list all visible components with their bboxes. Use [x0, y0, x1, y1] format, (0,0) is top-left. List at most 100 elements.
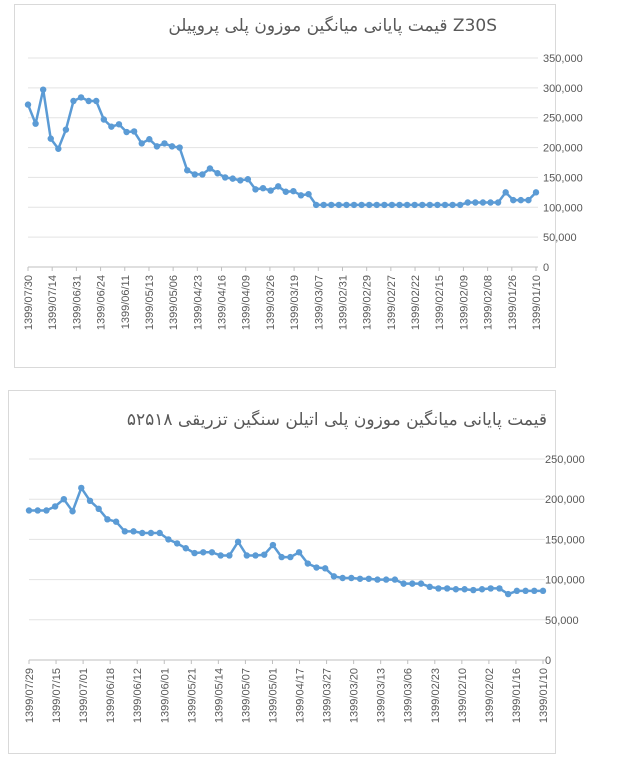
data-point — [328, 201, 335, 209]
data-point — [51, 503, 59, 510]
data-point — [77, 94, 85, 101]
x-tick-label: 1399/02/22 — [410, 275, 422, 330]
data-point — [214, 170, 221, 177]
data-point — [244, 176, 252, 183]
data-point — [221, 174, 229, 181]
data-point — [182, 545, 190, 552]
y-tick-label: 200,000 — [543, 143, 583, 155]
data-point — [449, 201, 456, 209]
x-tick-label: 1399/06/24 — [96, 275, 108, 330]
data-point — [343, 201, 350, 209]
x-tick-label: 1399/02/23 — [430, 668, 442, 723]
y-tick-label: 150,000 — [543, 172, 583, 184]
data-point — [426, 201, 434, 209]
y-tick-label: 100,000 — [543, 202, 583, 214]
data-point — [115, 121, 123, 128]
data-point — [487, 199, 494, 206]
x-tick-label: 1399/02/10 — [457, 668, 469, 723]
chart-title: قیمت پایانی میانگین موزون پلی پروپیلن Z3… — [168, 16, 497, 36]
data-point — [496, 585, 503, 592]
x-tick-label: 1399/04/23 — [192, 275, 204, 330]
data-point — [388, 201, 396, 209]
x-tick-label: 1399/05/01 — [267, 668, 279, 723]
data-point — [461, 586, 468, 593]
x-tick-label: 1399/06/11 — [120, 275, 132, 329]
y-tick-label: 350,000 — [543, 53, 583, 65]
x-tick-label: 1399/06/18 — [105, 668, 117, 723]
data-point — [226, 552, 233, 559]
x-tick-label: 1399/05/07 — [240, 668, 252, 723]
data-point — [517, 196, 525, 204]
data-point — [510, 196, 517, 204]
data-point — [153, 143, 161, 150]
data-point — [335, 201, 343, 209]
x-tick-label: 1399/06/01 — [159, 668, 171, 723]
data-point — [441, 201, 449, 209]
x-tick-label: 1399/05/21 — [186, 668, 198, 723]
data-point — [282, 188, 289, 195]
data-point — [93, 97, 100, 105]
data-point — [161, 140, 168, 147]
data-point — [85, 97, 92, 105]
data-point — [95, 505, 102, 513]
data-point — [356, 575, 364, 582]
data-point — [494, 199, 502, 206]
x-tick-label: 1399/01/16 — [511, 668, 523, 723]
x-tick-label: 1399/03/06 — [403, 668, 415, 723]
data-point — [24, 101, 32, 108]
data-point — [70, 97, 77, 105]
data-point — [100, 116, 108, 123]
data-point — [243, 552, 250, 559]
data-point — [259, 184, 267, 192]
data-point — [287, 553, 294, 561]
data-point — [269, 541, 277, 549]
data-point — [156, 529, 163, 537]
x-tick-label: 1399/07/15 — [51, 668, 63, 723]
x-tick-label: 1399/05/06 — [168, 275, 180, 330]
data-point — [358, 201, 365, 209]
data-point — [199, 171, 206, 178]
x-tick-label: 1399/04/09 — [241, 275, 253, 330]
data-point — [400, 580, 407, 587]
data-point — [206, 165, 214, 172]
data-point — [525, 196, 532, 204]
data-point — [426, 583, 433, 591]
data-point — [108, 123, 115, 130]
y-tick-label: 100,000 — [545, 575, 585, 587]
data-point — [470, 586, 477, 594]
x-tick-label: 1399/03/20 — [349, 668, 361, 723]
data-point — [297, 192, 305, 199]
x-tick-label: 1399/01/10 — [538, 668, 550, 723]
data-point — [350, 201, 358, 209]
data-point — [275, 183, 282, 190]
data-point — [322, 565, 329, 572]
data-point — [531, 587, 538, 595]
x-tick-label: 1399/03/13 — [376, 668, 388, 723]
x-tick-label: 1399/01/10 — [531, 275, 543, 330]
data-point — [396, 201, 403, 209]
line-chart-polypropylene: 0 50,000 100,000 150,000 200,000 250,000 300,0… — [23, 53, 583, 330]
y-tick-label: 0 — [545, 655, 551, 667]
data-point — [130, 528, 137, 535]
x-tick-label: 1399/06/31 — [71, 275, 83, 330]
data-point — [365, 575, 372, 582]
x-tick-label: 1399/05/14 — [213, 668, 225, 723]
data-point — [539, 587, 547, 595]
data-point — [419, 201, 426, 209]
x-tick-label: 1399/02/08 — [483, 275, 495, 330]
data-point — [234, 538, 242, 546]
data-point — [168, 143, 176, 150]
data-point — [147, 529, 155, 537]
x-tick-label: 1399/02/02 — [484, 668, 496, 723]
x-tick-label: 1399/03/27 — [322, 668, 334, 723]
data-point — [261, 551, 268, 558]
data-point — [229, 175, 236, 182]
x-tick-label: 1399/07/01 — [78, 668, 90, 723]
data-point — [121, 528, 129, 535]
x-tick-label: 1399/03/26 — [265, 275, 277, 330]
data-point — [184, 167, 191, 174]
data-point — [472, 199, 479, 206]
y-tick-label: 50,000 — [543, 232, 577, 244]
data-point — [237, 177, 244, 184]
data-point — [123, 128, 130, 136]
